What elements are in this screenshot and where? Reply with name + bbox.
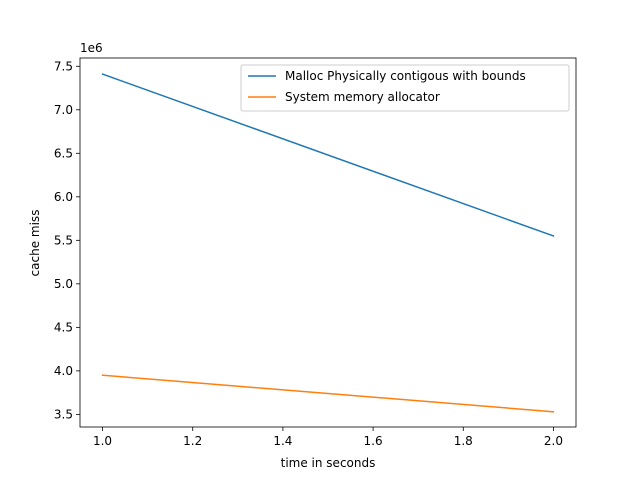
y-tick-label: 5.0 — [54, 277, 73, 291]
y-offset-label: 1e6 — [80, 41, 103, 55]
series-line-1 — [101, 73, 555, 237]
y-tick-label: 4.5 — [54, 320, 73, 334]
x-tick-label: 1.0 — [93, 434, 112, 448]
x-tick-label: 2.0 — [544, 434, 563, 448]
x-tick-label: 1.6 — [364, 434, 383, 448]
legend-entry-2: System memory allocator — [285, 90, 440, 104]
x-tick-label: 1.8 — [454, 434, 473, 448]
y-tick-label: 5.5 — [54, 233, 73, 247]
legend-box — [240, 64, 570, 112]
plot-area: 1.0 1.2 1.4 1.6 1.8 2.0 3.5 4.0 4.5 5.0 5.5 6.0 6.5 7… — [54, 57, 577, 448]
y-tick-label: 6.0 — [54, 190, 73, 204]
legend-entry-1: Malloc Physically contigous with bounds — [285, 69, 526, 83]
y-tick-label: 7.0 — [54, 103, 73, 117]
x-tick-label: 1.2 — [183, 434, 202, 448]
axes-frame — [79, 57, 577, 428]
x-tick-label: 1.4 — [273, 434, 292, 448]
y-tick-label: 3.5 — [54, 407, 73, 421]
y-tick-label: 7.5 — [54, 59, 73, 73]
y-tick-label: 4.0 — [54, 364, 73, 378]
y-axis-label: cache miss — [28, 210, 42, 277]
x-axis-label: time in seconds — [281, 456, 376, 470]
series-line-2 — [101, 374, 555, 413]
y-tick-label: 6.5 — [54, 146, 73, 160]
